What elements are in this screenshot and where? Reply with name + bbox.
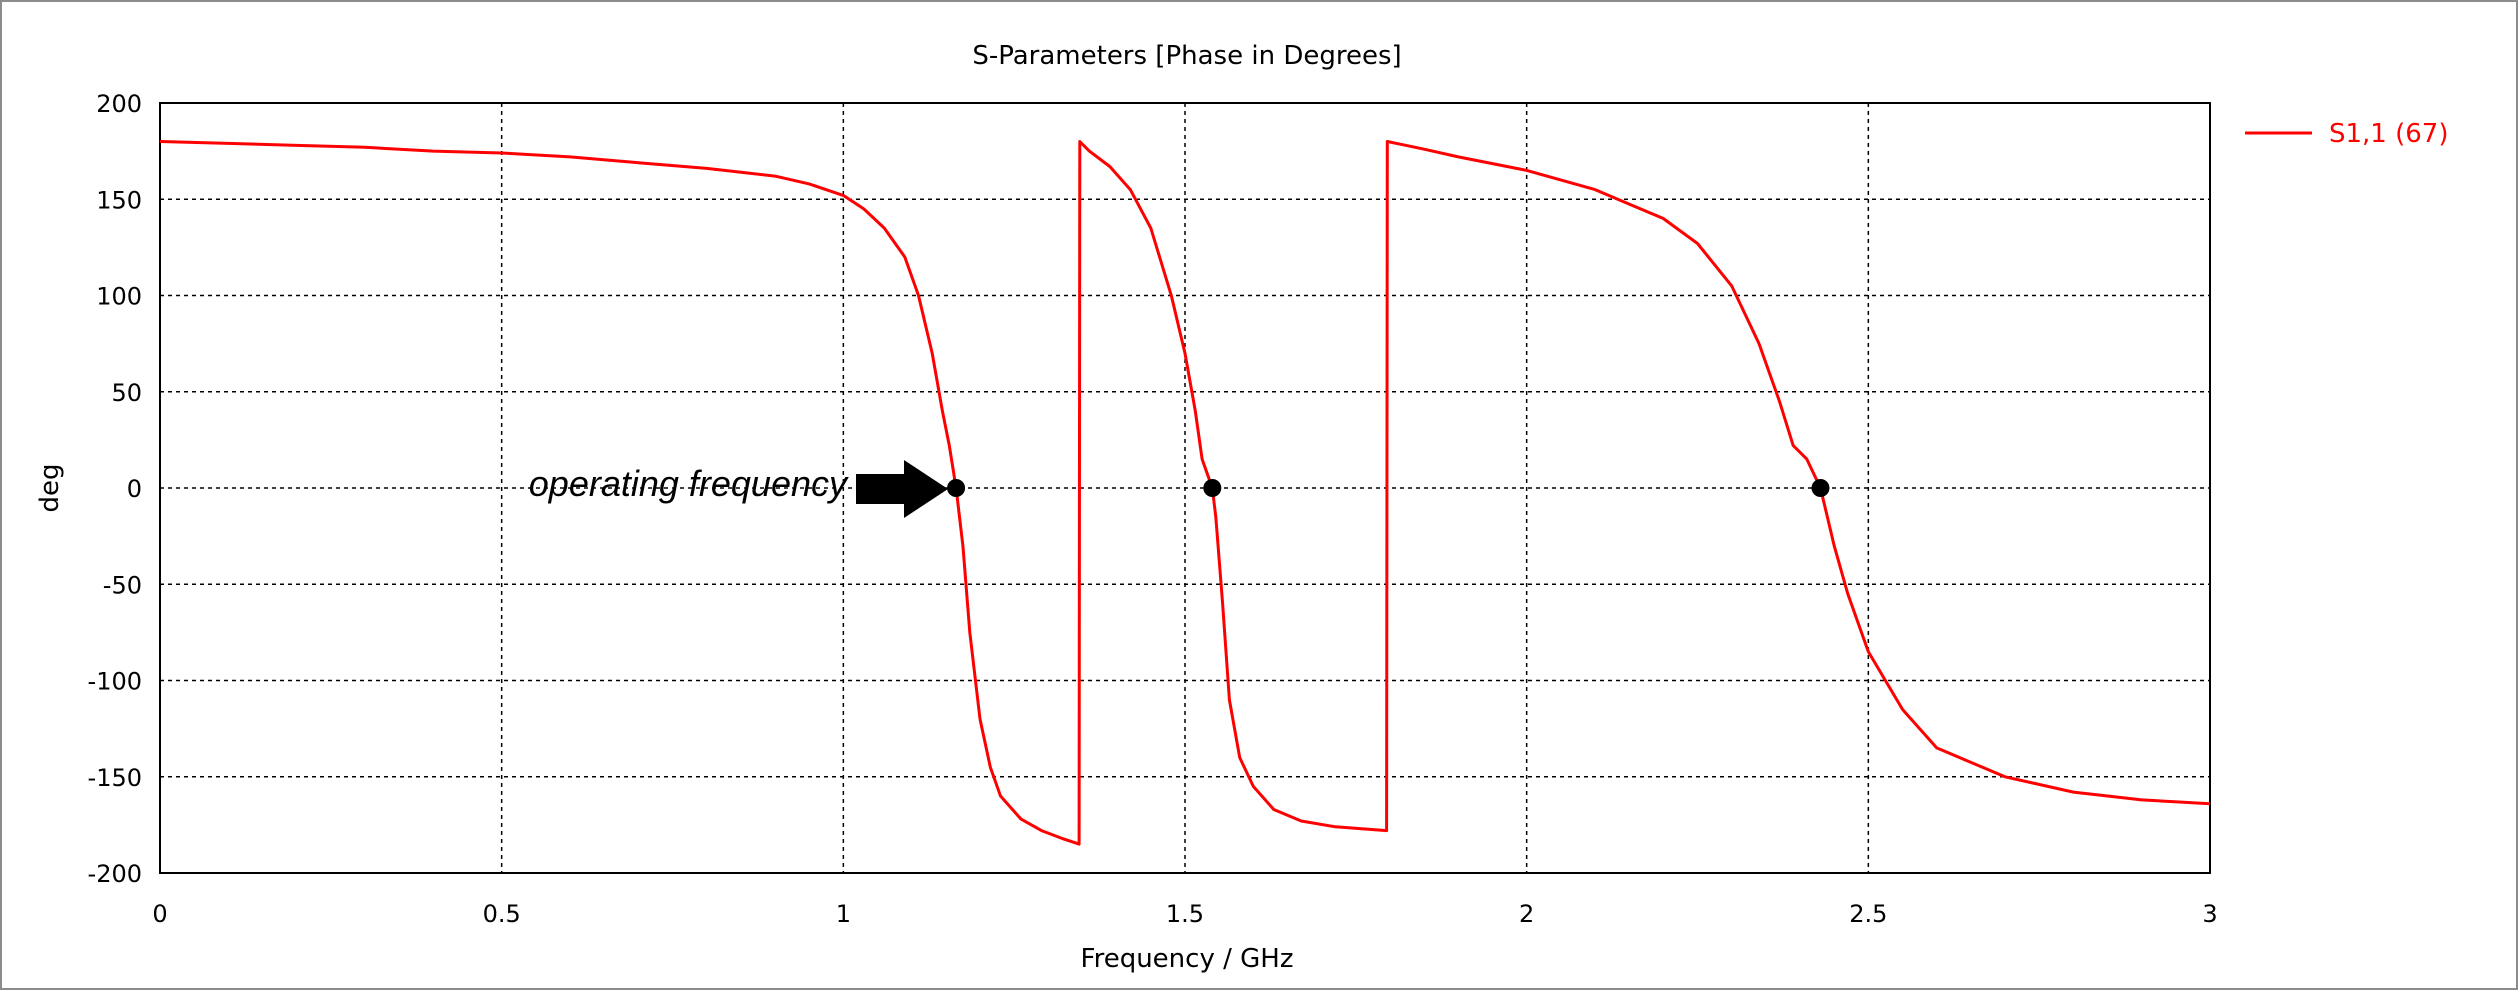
plot-area xyxy=(159,102,2211,874)
annotation-text: operating frequency xyxy=(529,463,849,504)
series-line-s11 xyxy=(159,140,2211,846)
y-tick-label: -200 xyxy=(88,860,142,888)
axis-ticks: 0 0.5 1 1.5 2 2.5 3 200 150 100 50 0 -50 -100 -150 -200 xyxy=(88,90,2218,928)
x-tick-label: 0 xyxy=(152,900,167,928)
grid xyxy=(160,103,2210,873)
x-tick-label: 1.5 xyxy=(1166,900,1204,928)
y-tick-label: -50 xyxy=(103,571,142,599)
x-tick-label: 2.5 xyxy=(1849,900,1887,928)
y-tick-label: 200 xyxy=(96,90,142,118)
x-tick-label: 3 xyxy=(2202,900,2217,928)
x-tick-label: 0.5 xyxy=(483,900,521,928)
zero-crossing-point xyxy=(1811,479,1830,497)
y-tick-label: -100 xyxy=(88,668,142,696)
x-tick-label: 1 xyxy=(836,900,851,928)
chart-title: S-Parameters [Phase in Degrees] xyxy=(972,41,1401,71)
y-tick-label: 150 xyxy=(96,186,142,214)
y-tick-label: 0 xyxy=(127,475,142,503)
y-tick-label: 50 xyxy=(111,379,142,407)
zero-crossing-point xyxy=(1203,479,1222,497)
zero-crossing-point xyxy=(947,479,966,497)
y-axis-label: deg xyxy=(35,463,65,512)
y-tick-label: 100 xyxy=(96,283,142,311)
legend-entry-s11: S1,1 (67) xyxy=(2329,119,2449,149)
x-tick-label: 2 xyxy=(1519,900,1534,928)
legend[interactable]: S1,1 (67) xyxy=(2245,119,2449,149)
annotation-arrow-icon xyxy=(856,460,948,518)
series-lines xyxy=(159,140,2211,846)
annotation: operating frequency xyxy=(529,460,948,518)
x-axis-label: Frequency / GHz xyxy=(1081,944,1294,974)
zero-crossing-markers xyxy=(947,479,1830,497)
y-tick-label: -150 xyxy=(88,764,142,792)
